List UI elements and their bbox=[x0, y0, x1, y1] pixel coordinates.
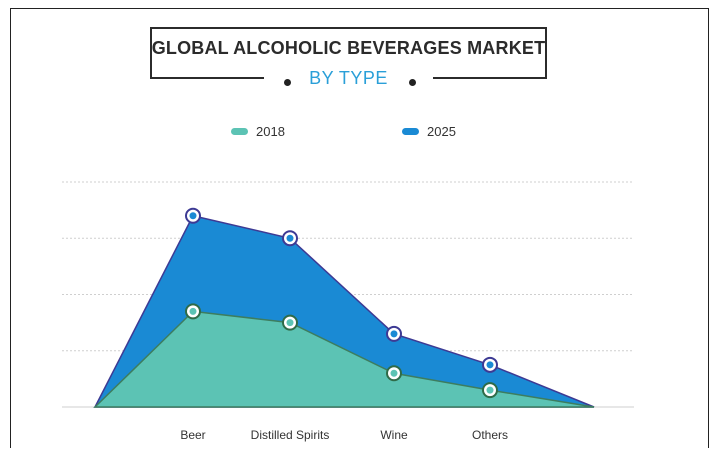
point-inner-2025 bbox=[189, 212, 197, 220]
subtitle-right-dot bbox=[409, 79, 416, 86]
point-inner-2018 bbox=[286, 319, 294, 327]
x-tick-label: Wine bbox=[380, 428, 408, 442]
point-inner-2025 bbox=[390, 330, 398, 338]
legend-label-2018: 2018 bbox=[256, 124, 285, 139]
chart-subtitle: BY TYPE bbox=[309, 68, 388, 88]
chart-frame bbox=[10, 8, 709, 448]
point-inner-2018 bbox=[189, 307, 197, 315]
title-box bbox=[150, 27, 547, 79]
x-tick-label: Others bbox=[472, 428, 508, 442]
x-tick-label: Beer bbox=[180, 428, 205, 442]
x-tick-label: Distilled Spirits bbox=[251, 428, 330, 442]
point-inner-2018 bbox=[486, 386, 494, 394]
chart-title: GLOBAL ALCOHOLIC BEVERAGES MARKET bbox=[151, 38, 546, 58]
legend-swatch-2018 bbox=[231, 128, 248, 135]
subtitle-left-dot bbox=[284, 79, 291, 86]
point-inner-2025 bbox=[286, 234, 294, 242]
point-inner-2025 bbox=[486, 361, 494, 369]
legend-item-2018: 2018 bbox=[231, 124, 285, 139]
legend-item-2025: 2025 bbox=[402, 124, 456, 139]
legend-label-2025: 2025 bbox=[427, 124, 456, 139]
legend-swatch-2025 bbox=[402, 128, 419, 135]
point-inner-2018 bbox=[390, 369, 398, 377]
